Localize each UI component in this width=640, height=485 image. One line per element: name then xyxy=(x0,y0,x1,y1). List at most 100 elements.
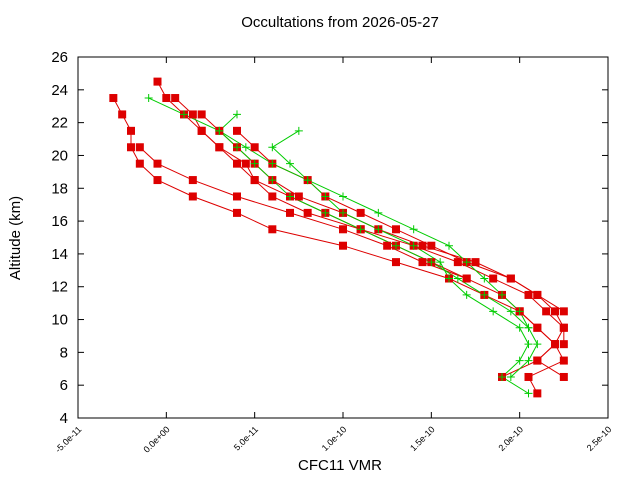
data-point xyxy=(524,372,533,381)
data-point xyxy=(303,176,312,185)
data-point xyxy=(268,143,277,152)
y-axis-label: Altitude (km) xyxy=(7,196,24,280)
data-point xyxy=(188,176,197,185)
data-point xyxy=(445,241,453,250)
x-tick-label: -5.0e-11 xyxy=(53,424,83,454)
data-point xyxy=(471,258,480,267)
y-tick-label: 18 xyxy=(51,180,68,197)
data-point xyxy=(303,208,312,217)
data-point xyxy=(383,241,392,250)
data-point xyxy=(489,274,498,283)
data-point xyxy=(427,241,436,250)
data-point xyxy=(144,94,153,103)
data-point xyxy=(551,307,559,316)
data-point xyxy=(188,110,197,119)
profile-line xyxy=(174,97,565,345)
chart-title: Occultations from 2026-05-27 xyxy=(241,14,439,31)
y-tick-label: 22 xyxy=(51,115,68,132)
data-point xyxy=(294,126,303,135)
data-point xyxy=(392,241,400,250)
data-point xyxy=(374,208,383,217)
data-point xyxy=(153,159,162,168)
x-tick-label: 2.0e-10 xyxy=(496,424,525,453)
data-point xyxy=(233,126,241,135)
data-point xyxy=(268,176,277,185)
data-point xyxy=(171,94,180,103)
data-point xyxy=(188,192,197,201)
data-point xyxy=(418,241,427,250)
data-point xyxy=(127,126,135,135)
data-point xyxy=(533,389,542,398)
data-point xyxy=(233,110,241,119)
x-tick-label: 2.5e-10 xyxy=(585,424,614,453)
data-point xyxy=(462,290,471,299)
data-point xyxy=(506,372,515,381)
data-point xyxy=(197,110,206,119)
data-point xyxy=(489,307,498,316)
data-point xyxy=(241,143,250,152)
data-point xyxy=(506,307,515,316)
x-tick-label: 1.0e-10 xyxy=(320,424,349,453)
data-point xyxy=(515,307,524,316)
data-point xyxy=(321,192,330,201)
profile-line xyxy=(148,97,538,378)
y-tick-label: 24 xyxy=(51,82,68,99)
data-point xyxy=(250,159,259,168)
data-point xyxy=(250,176,259,185)
data-point xyxy=(453,258,462,267)
data-point xyxy=(118,110,127,119)
data-point xyxy=(524,389,533,398)
data-point xyxy=(559,372,568,381)
data-point xyxy=(524,356,533,365)
profile-line xyxy=(112,97,565,394)
data-point xyxy=(135,143,144,152)
data-point xyxy=(153,77,162,86)
x-tick-label: 5.0e-11 xyxy=(232,424,260,452)
data-point xyxy=(436,258,445,267)
data-point xyxy=(533,356,542,365)
data-point xyxy=(542,307,551,316)
data-point xyxy=(462,274,471,283)
data-point xyxy=(427,258,436,267)
data-point xyxy=(233,208,241,217)
y-tick-label: 12 xyxy=(51,279,68,296)
profile-line xyxy=(157,81,556,378)
data-point xyxy=(286,159,294,168)
data-point xyxy=(506,274,515,283)
data-point xyxy=(515,323,524,332)
data-point xyxy=(559,340,568,349)
data-point xyxy=(374,225,383,234)
data-point xyxy=(286,208,294,217)
data-point xyxy=(153,176,162,185)
profile-line xyxy=(236,130,565,312)
y-tick-label: 10 xyxy=(51,312,68,329)
y-tick-label: 16 xyxy=(51,213,68,230)
data-point xyxy=(445,274,453,283)
data-point xyxy=(233,143,241,152)
data-point xyxy=(533,323,542,332)
profile-line xyxy=(271,130,530,394)
data-point xyxy=(286,192,294,201)
data-point xyxy=(498,372,506,381)
data-point xyxy=(241,159,250,168)
data-point xyxy=(418,258,427,267)
data-point xyxy=(250,143,259,152)
data-point xyxy=(294,192,303,201)
data-point xyxy=(215,126,224,135)
data-point xyxy=(559,356,568,365)
data-point xyxy=(339,241,347,250)
data-point xyxy=(268,225,277,234)
profile-line xyxy=(139,146,467,279)
data-point xyxy=(109,94,118,103)
data-point xyxy=(233,159,241,168)
y-tick-label: 4 xyxy=(60,410,68,427)
data-point xyxy=(453,274,462,283)
data-point xyxy=(409,225,418,234)
data-point xyxy=(339,208,347,217)
data-point xyxy=(551,340,559,349)
x-tick-label: 1.5e-10 xyxy=(408,424,437,453)
data-point xyxy=(339,192,347,201)
data-point xyxy=(215,143,224,152)
data-point xyxy=(533,340,542,349)
